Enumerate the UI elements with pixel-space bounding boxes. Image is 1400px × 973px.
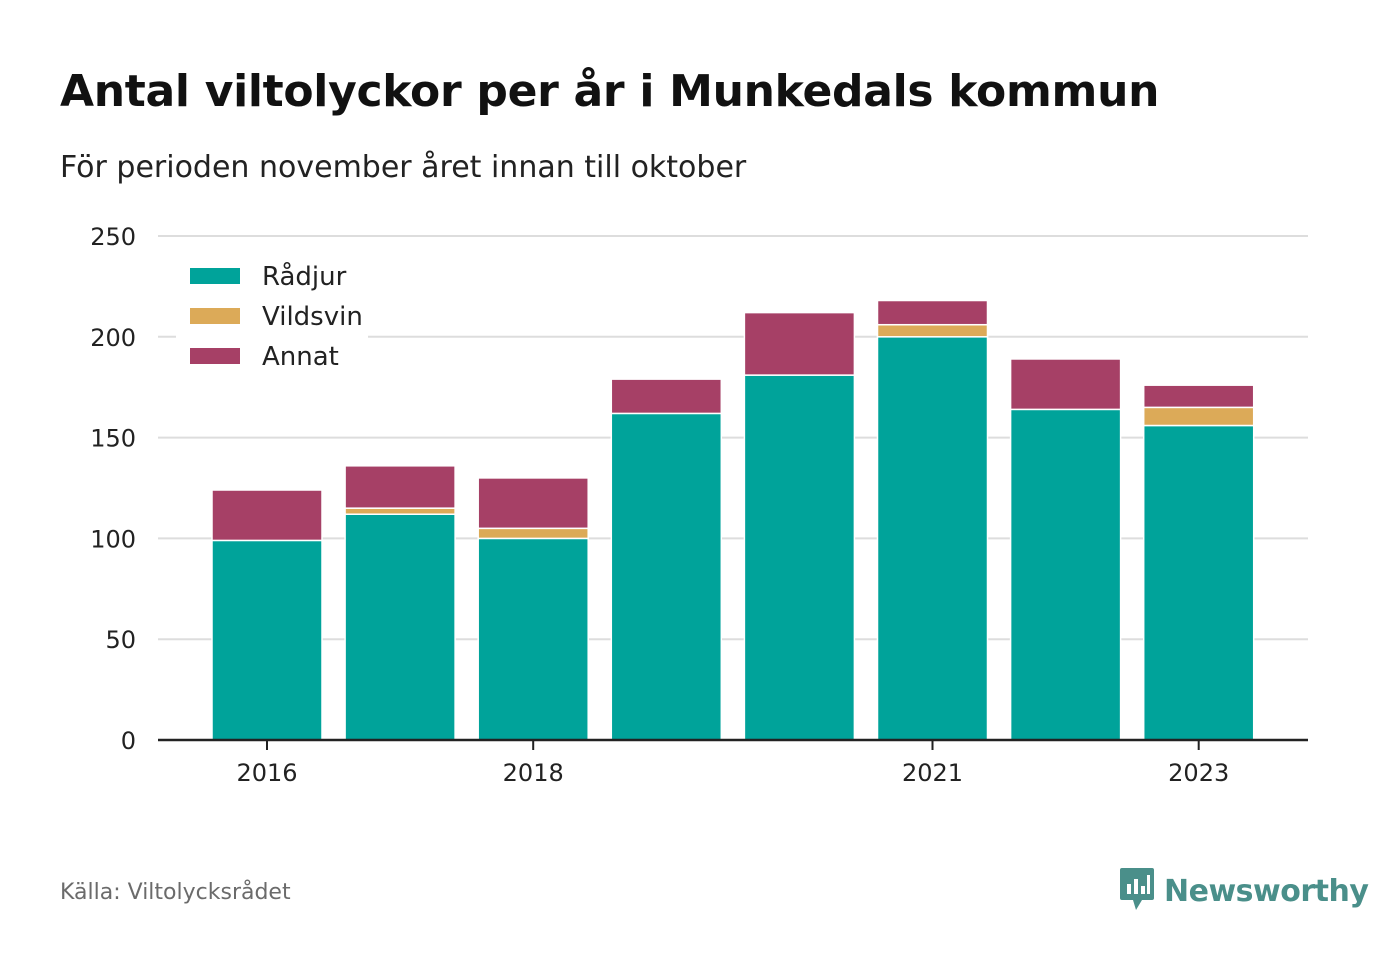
legend-swatch bbox=[190, 268, 240, 284]
bar-segment-2 bbox=[1142, 384, 1255, 409]
bars bbox=[211, 299, 1255, 741]
bar-segment-2 bbox=[344, 465, 456, 509]
x-tick-label: 2021 bbox=[902, 759, 963, 787]
x-tick-label: 2016 bbox=[236, 759, 297, 787]
bar-segment-0 bbox=[1142, 424, 1255, 741]
chart-title: Antal viltolyckor per år i Munkedals kom… bbox=[60, 66, 1160, 117]
legend-swatch bbox=[190, 348, 240, 364]
y-tick-label: 250 bbox=[90, 223, 136, 251]
legend-label: Rådjur bbox=[262, 261, 347, 292]
bar-segment-1 bbox=[1142, 406, 1255, 427]
bar-segment-1 bbox=[876, 323, 989, 338]
bar-segment-2 bbox=[743, 311, 856, 376]
brand-name: Newsworthy bbox=[1164, 873, 1369, 909]
bar-segment-0 bbox=[876, 336, 989, 741]
bar-segment-0 bbox=[610, 412, 723, 741]
newsworthy-logo-icon bbox=[1118, 866, 1156, 916]
source-note: Källa: Viltolycksrådet bbox=[60, 880, 291, 905]
bar-segment-0 bbox=[344, 513, 456, 741]
bar-segment-2 bbox=[610, 378, 723, 415]
legend: Rådjur Vildsvin Annat bbox=[176, 252, 368, 380]
y-tick-label: 100 bbox=[90, 525, 136, 553]
chart-subtitle: För perioden november året innan till ok… bbox=[60, 150, 747, 185]
brand[interactable]: Newsworthy bbox=[1118, 866, 1369, 916]
x-tick-label: 2023 bbox=[1168, 759, 1229, 787]
y-tick-label: 150 bbox=[90, 425, 136, 453]
bar-segment-0 bbox=[477, 537, 589, 741]
bar-segment-2 bbox=[477, 477, 589, 530]
legend-swatch bbox=[190, 308, 240, 324]
y-tick-label: 50 bbox=[105, 626, 136, 654]
bar-segment-0 bbox=[1009, 408, 1122, 741]
bar-segment-1 bbox=[344, 507, 456, 515]
bar-segment-2 bbox=[1009, 358, 1122, 411]
y-tick-label: 200 bbox=[90, 324, 136, 352]
bar-segment-0 bbox=[743, 374, 856, 741]
bar-segment-2 bbox=[876, 299, 989, 326]
bar-segment-1 bbox=[477, 527, 589, 540]
legend-label: Annat bbox=[262, 342, 339, 372]
bar-segment-0 bbox=[211, 539, 323, 741]
legend-label: Vildsvin bbox=[262, 302, 363, 332]
x-tick-label: 2018 bbox=[503, 759, 564, 787]
y-tick-label: 0 bbox=[121, 727, 136, 755]
bar-segment-2 bbox=[211, 489, 323, 542]
axes: 0 50 100 150 200 250 2016 2018 2021 2023 bbox=[90, 223, 1308, 787]
